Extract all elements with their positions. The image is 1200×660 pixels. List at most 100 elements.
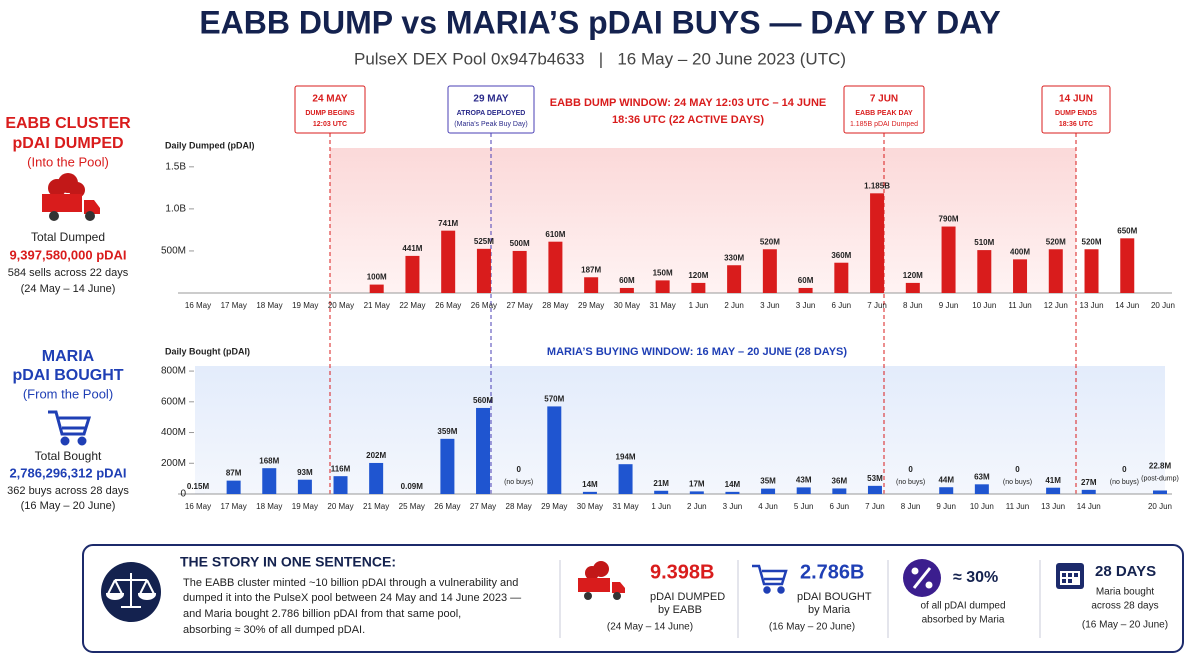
callout-box [447,85,535,134]
value-label: 0 [1122,465,1127,474]
x-tick-label: 25 May [399,502,425,511]
y-tick-label: 600M [161,396,186,407]
value-note: (no buys) [896,479,925,486]
bar [1048,249,1063,293]
value-label: 400M [1010,247,1030,256]
x-tick-label: 8 Jun [903,301,923,310]
x-tick-label: 29 May [578,301,604,310]
value-label: 441M [402,244,422,253]
x-tick-label: 13 Jun [1041,502,1065,511]
bar [1081,489,1096,494]
value-label: 0 [516,465,521,474]
x-tick-label: 9 Jun [939,301,959,310]
bar [405,255,420,293]
x-tick-label: 3 Jun [723,502,743,511]
bar [905,282,920,293]
bar [297,479,312,494]
panel-title: MARIA [42,348,95,365]
x-tick-label: 19 May [292,301,318,310]
x-tick-label: 18 May [256,301,282,310]
x-tick-label: 2 Jun [687,502,707,511]
detail: 584 sells across 22 days [8,267,129,279]
value-label: 150M [653,268,673,277]
callout-text: 7 JUN [870,94,898,105]
value-label: 60M [619,276,635,285]
window-label: 18:36 UTC (22 ACTIVE DAYS) [612,114,764,126]
title: EABB DUMP vs MARIA’S pDAI BUYS — DAY BY … [199,4,1000,40]
x-tick-label: 19 May [292,502,318,511]
callout-text: 14 JUN [1059,94,1093,105]
detail: 362 buys across 28 days [7,485,129,497]
x-tick-label: 20 Jun [1151,301,1175,310]
y-tick-label: 1.0B [165,204,186,215]
bar [870,193,885,293]
x-tick-label: 29 May [541,502,567,511]
bar [582,491,597,494]
total: 9,397,580,000 pDAI [9,247,126,262]
cart-icon [752,564,788,594]
bar [618,464,633,494]
callout-text: EABB PEAK DAY [855,110,913,117]
window-label: MARIA’S BUYING WINDOW: 16 MAY – 20 JUNE … [547,346,847,358]
value-label: 63M [974,472,990,481]
value-label: 0 [908,465,913,474]
x-tick-label: 18 May [256,502,282,511]
story-text: absorbing ≈ 30% of all dumped pDAI. [183,624,365,636]
value-label: 650M [1117,226,1137,235]
x-tick-label: 10 Jun [972,301,996,310]
x-tick-label: 1 Jun [689,301,709,310]
x-tick-label: 5 Jun [794,502,814,511]
bar [226,480,241,494]
x-tick-label: 17 May [221,301,247,310]
callout-text: 29 MAY [473,94,509,105]
stat-range: (24 May – 14 June) [607,622,693,633]
value-label: 22.8M [1149,462,1172,471]
x-tick-label: 21 May [363,502,389,511]
bar [548,241,563,293]
range: (16 May – 20 June) [21,500,116,512]
stat-range: (16 May – 20 June) [1082,620,1168,631]
value-label: 741M [438,219,458,228]
x-tick-label: 26 May [434,502,460,511]
bar [941,226,956,293]
y-tick-label: 0 [180,489,186,500]
stat-value: ≈ 30% [953,569,998,586]
value-label: 0 [1015,465,1020,474]
x-tick-label: 28 May [542,301,568,310]
value-label: 359M [437,427,457,436]
bar [939,487,954,494]
scales-icon [101,562,161,622]
value-label: 35M [760,477,776,486]
value-note: (no buys) [504,479,533,486]
value-label: 0.09M [401,482,424,491]
stat-value: 28 DAYS [1095,563,1156,580]
value-label: 21M [653,479,669,488]
value-label: 17M [689,479,705,488]
x-tick-label: 13 Jun [1080,301,1104,310]
truck-icon [578,561,625,600]
callout-text: ATROPA DEPLOYED [457,110,526,117]
bar [725,491,740,494]
value-note: (no buys) [1110,479,1139,486]
total: 2,786,296,312 pDAI [9,465,126,480]
y-tick-label: 1.5B [165,161,186,172]
value-label: 610M [545,230,565,239]
callout-text: DUMP ENDS [1055,110,1097,117]
x-tick-label: 4 Jun [758,502,778,511]
x-tick-label: 27 May [507,301,533,310]
x-tick-label: 16 May [185,301,211,310]
bar [761,488,776,494]
y-axis-title: Daily Dumped (pDAI) [165,140,255,150]
value-label: 520M [1046,237,1066,246]
x-tick-label: 2 Jun [724,301,744,310]
bar [798,287,813,293]
bar [689,491,704,494]
x-tick-label: 9 Jun [936,502,956,511]
bar [691,282,706,293]
x-tick-label: 8 Jun [901,502,921,511]
stat-text: Maria bought [1096,587,1155,598]
bar [1153,490,1167,494]
bar [977,250,992,293]
x-tick-label: 16 May [185,502,211,511]
value-label: 14M [582,480,598,489]
